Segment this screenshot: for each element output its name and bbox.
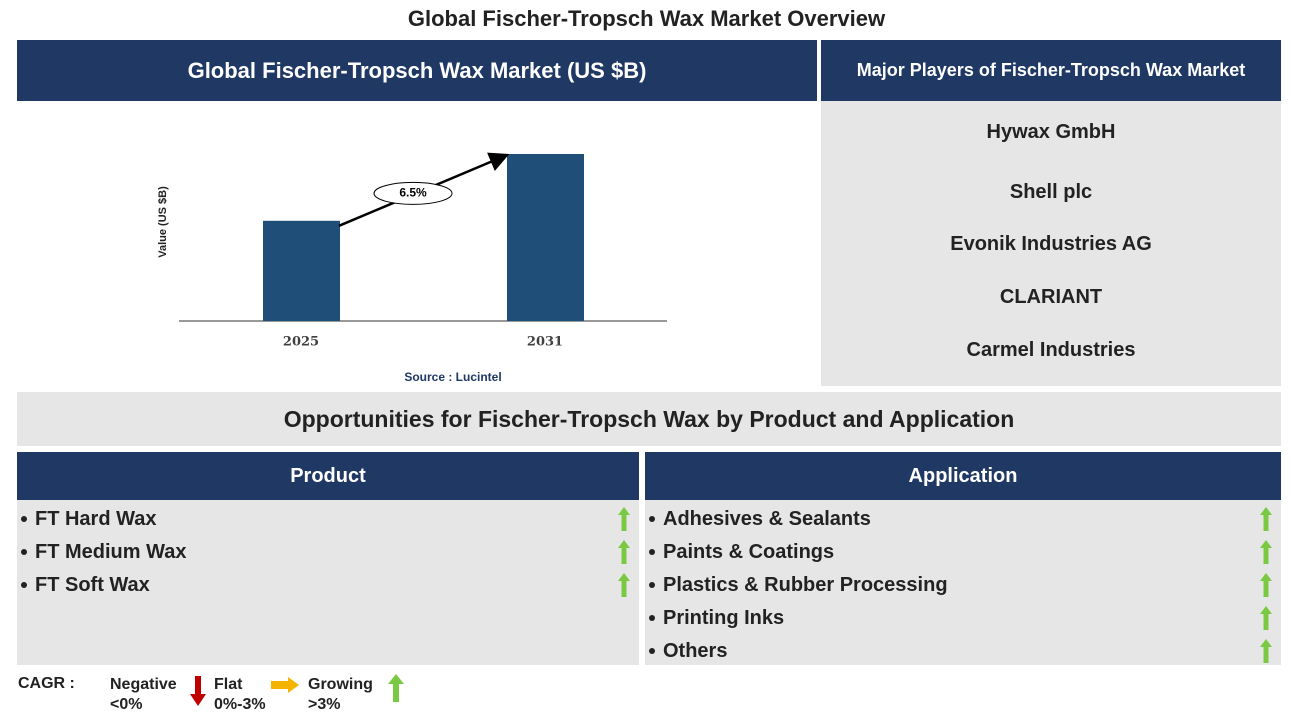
arrow-shape [1260, 573, 1272, 597]
application-header: Application [645, 452, 1281, 500]
bullet [21, 582, 27, 588]
list-item: FT Hard Wax [17, 506, 157, 532]
cagr-bubble [373, 181, 453, 205]
item-text: Adhesives & Sealants [663, 507, 871, 530]
list-item: Others [645, 638, 727, 664]
item-text: Plastics & Rubber Processing [663, 573, 948, 596]
list-item: FT Soft Wax [17, 572, 150, 598]
x-tick-label: 2031 [527, 335, 563, 350]
bullet [21, 516, 27, 522]
arrow-shape [1260, 639, 1272, 663]
growth-arrow [1260, 540, 1272, 564]
legend-item: Flat 0%-3% [214, 675, 266, 715]
bullet [21, 549, 27, 555]
arrow-shape [618, 540, 630, 564]
product-list: FT Hard Wax FT Medium Wax FT Soft Wax [17, 500, 639, 665]
chart: Value (US $B) Source : Lucintel 2025 2031… [157, 152, 667, 384]
legend-range: <0% [110, 696, 143, 713]
player-name: CLARIANT [999, 286, 1103, 308]
growth-arrow [618, 507, 630, 531]
bullet [649, 648, 655, 654]
legend-name: Growing [308, 676, 373, 693]
legend-name: Negative [110, 676, 177, 693]
list-item: Paints & Coatings [645, 539, 834, 565]
player-name: Evonik Industries AG [950, 233, 1152, 255]
bullet [649, 516, 655, 522]
bar [507, 154, 584, 321]
bullet [649, 549, 655, 555]
item-text: Others [663, 639, 728, 662]
growth-arrow [1260, 606, 1272, 630]
growth-arrow [1260, 507, 1272, 531]
arrow-shape [1260, 540, 1272, 564]
item-text: FT Soft Wax [35, 573, 150, 596]
bar [263, 220, 340, 321]
legend-item: Growing >3% [308, 675, 373, 715]
arrow-shape [1260, 606, 1272, 630]
growth-arrow [1260, 573, 1272, 597]
growth-arrow [618, 573, 630, 597]
item-text: Printing Inks [663, 606, 785, 629]
negative-arrow [190, 676, 206, 706]
source: Source : Lucintel [404, 370, 501, 384]
legend-item: Negative <0% [110, 675, 177, 715]
item-text: FT Medium Wax [35, 540, 187, 563]
list-item: FT Medium Wax [17, 539, 186, 565]
cagr-label: 6.5% [399, 186, 427, 200]
y-axis-label: Value (US $B) [157, 186, 169, 258]
flat-arrow [271, 677, 299, 693]
x-tick-label: 2025 [283, 335, 319, 350]
page-title: Global Fischer-Tropsch Wax Market Overvi… [407, 6, 886, 31]
growing-arrow [388, 674, 404, 702]
opportunities-title: Opportunities for Fischer-Tropsch Wax by… [17, 392, 1281, 446]
arrow-shape [618, 507, 630, 531]
list-item: Adhesives & Sealants [645, 506, 871, 532]
list-item: Plastics & Rubber Processing [645, 572, 948, 598]
players-header: Major Players of Fischer-Tropsch Wax Mar… [821, 40, 1281, 101]
player-name: Carmel Industries [966, 339, 1136, 361]
bullet [649, 582, 655, 588]
players-panel: Hywax GmbH Shell plc Evonik Industries AG C… [821, 101, 1281, 386]
player-name: Shell plc [1009, 181, 1093, 203]
legend-label: CAGR : [18, 675, 75, 692]
item-text: Paints & Coatings [663, 540, 835, 563]
legend-range: >3% [308, 696, 341, 713]
arrow-shape [618, 573, 630, 597]
growth-arrow [1260, 639, 1272, 663]
legend-range: 0%-3% [214, 696, 266, 713]
item-text: FT Hard Wax [35, 507, 157, 530]
player-name: Hywax GmbH [986, 121, 1116, 143]
list-item: Printing Inks [645, 605, 784, 631]
product-header: Product [17, 452, 639, 500]
chart-header: Global Fischer-Tropsch Wax Market (US $B… [17, 40, 817, 101]
arrow-shape [1260, 507, 1272, 531]
application-list: Adhesives & Sealants Paints & Coatings Pla… [645, 500, 1281, 665]
bullet [649, 615, 655, 621]
legend-name: Flat [214, 676, 243, 693]
growth-arrow [618, 540, 630, 564]
